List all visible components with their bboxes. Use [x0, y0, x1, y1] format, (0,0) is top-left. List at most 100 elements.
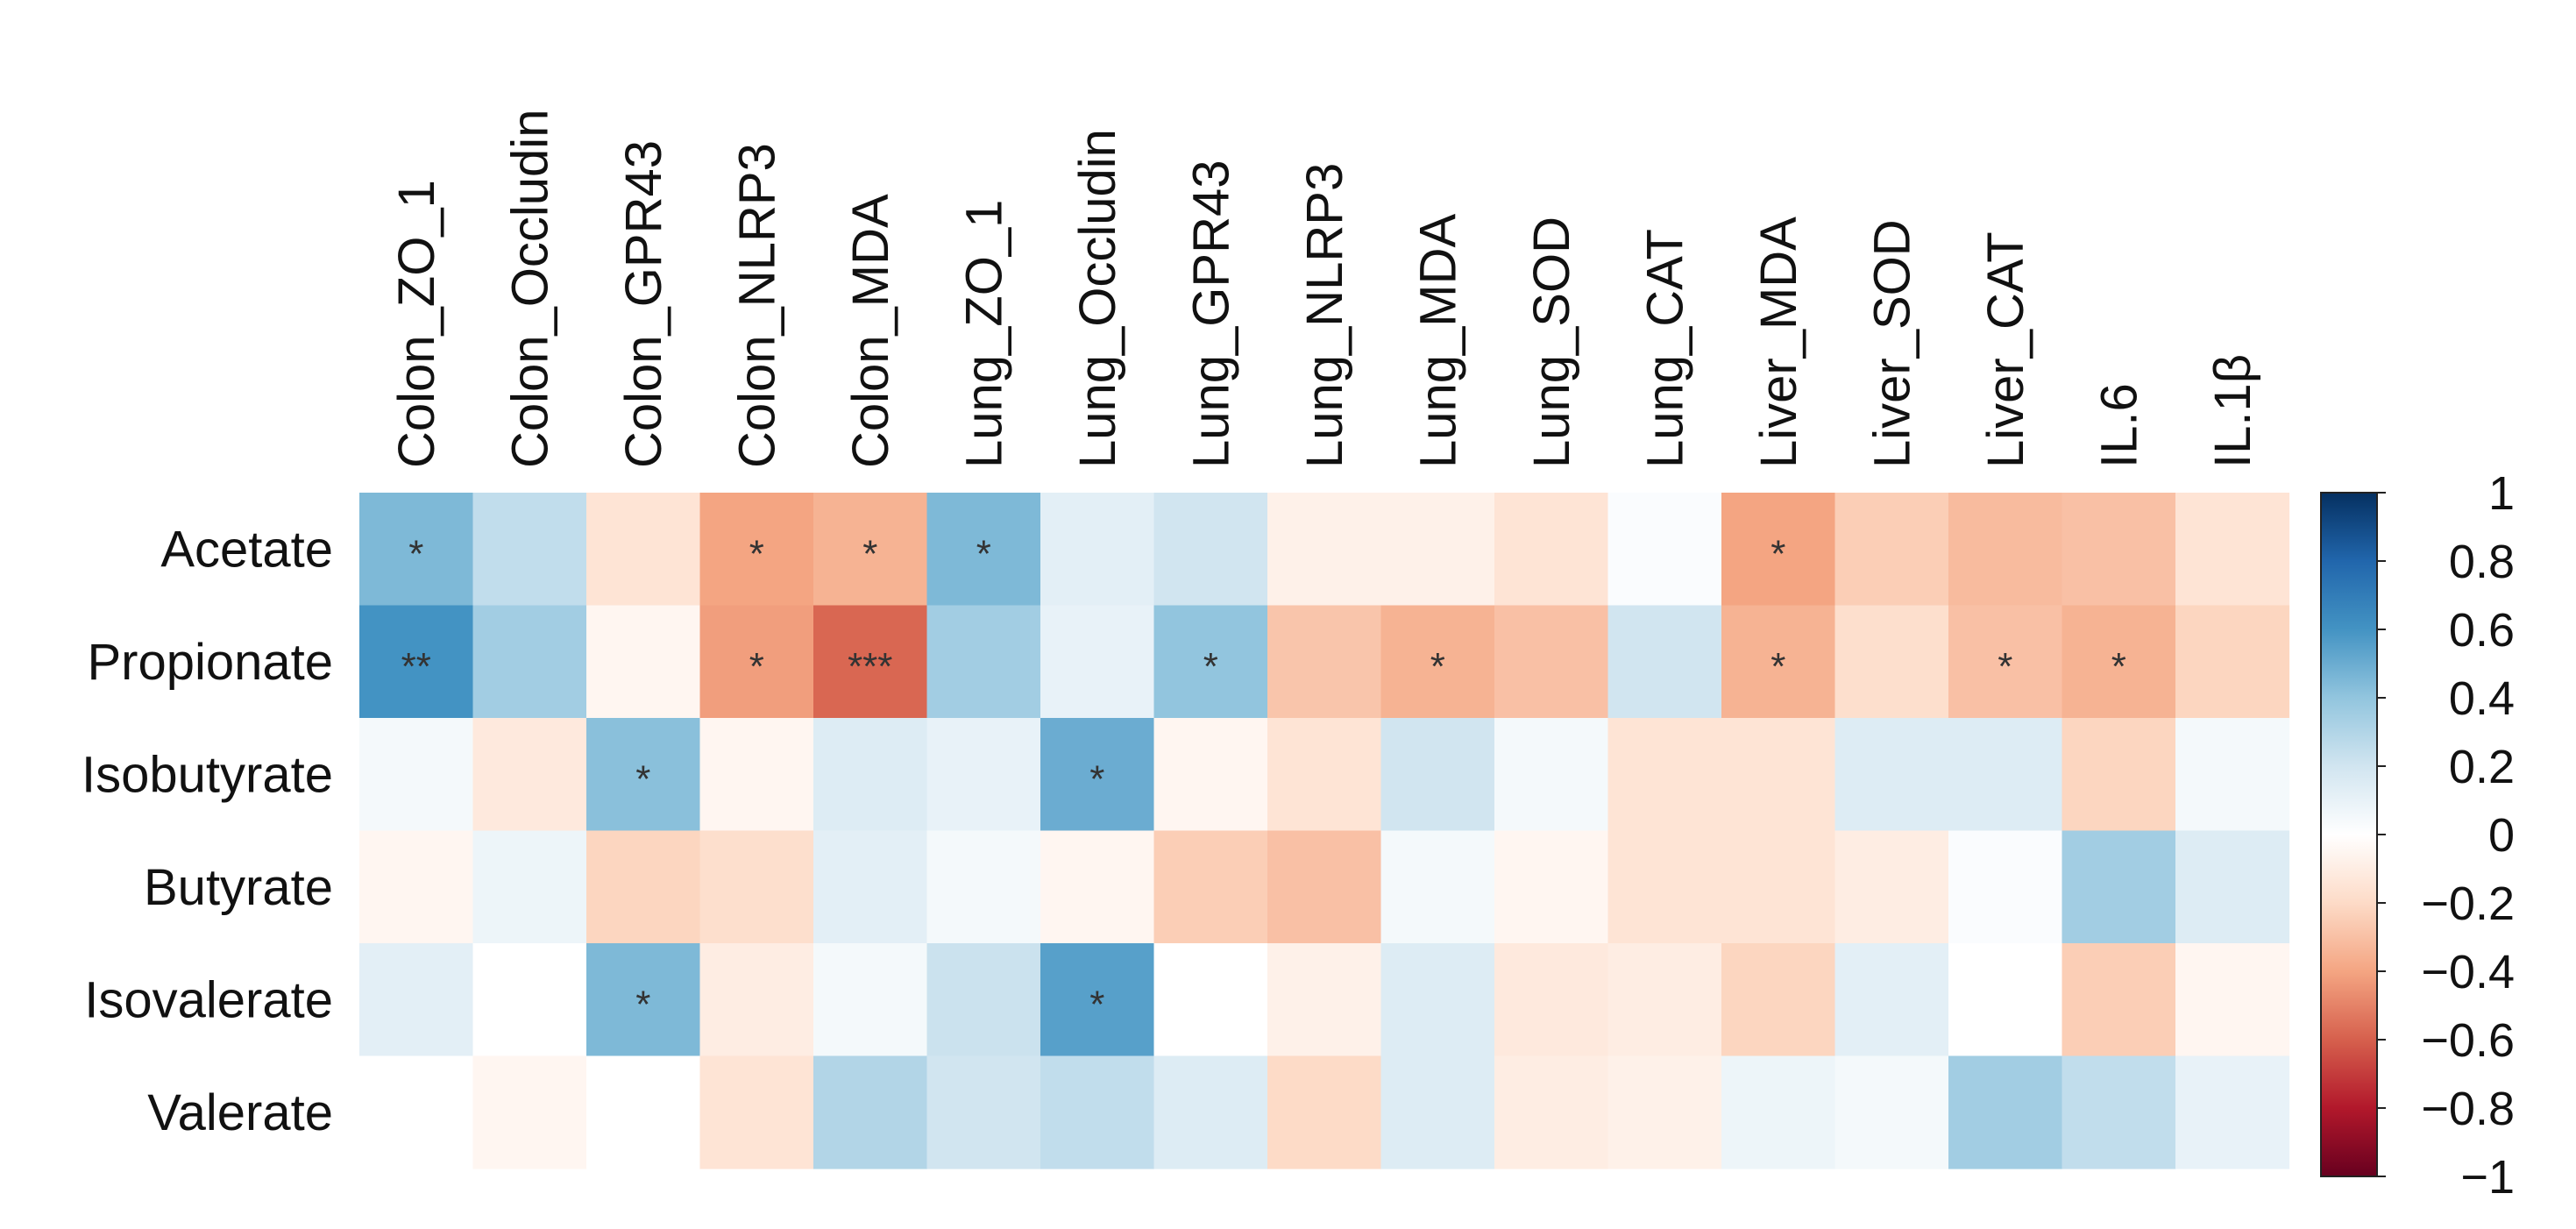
heatmap-cell: [586, 830, 701, 944]
heatmap-cell: [699, 1055, 814, 1169]
significance-star: **: [401, 645, 431, 688]
heatmap-cell: [926, 493, 1041, 607]
heatmap-cell: [2062, 718, 2176, 832]
heatmap-cell: [472, 830, 587, 944]
heatmap-cell: [813, 718, 928, 832]
heatmap-cell: [1834, 718, 1949, 832]
significance-star: ***: [848, 645, 892, 688]
heatmap-cell: [1721, 830, 1836, 944]
colorbar-tick-label: −1: [2460, 1151, 2515, 1204]
heatmap-cell: [813, 830, 928, 944]
colorbar-tick-label: 0.8: [2449, 536, 2515, 588]
column-label: Lung_CAT: [1636, 229, 1693, 468]
row-label: Acetate: [160, 521, 333, 578]
column-label: Lung_SOD: [1523, 217, 1580, 468]
heatmap-cell: [1834, 1055, 1949, 1169]
heatmap-cell: [1040, 493, 1155, 607]
heatmap-cell: [1607, 830, 1722, 944]
colorbar-tick-label: −0.2: [2421, 877, 2515, 930]
heatmap-cell: [359, 718, 474, 832]
heatmap-cell: [1834, 605, 1949, 719]
significance-star: *: [976, 532, 991, 575]
heatmap-cell: [359, 830, 474, 944]
heatmap-cell: [472, 1055, 587, 1169]
colorbar-tick-label: −0.6: [2421, 1014, 2515, 1067]
column-label: Lung_NLRP3: [1296, 163, 1353, 468]
column-label: Colon_Occludin: [501, 110, 558, 468]
heatmap-cell: [1607, 718, 1722, 832]
column-label: Liver_SOD: [1863, 219, 1920, 468]
heatmap-cell: [1380, 718, 1495, 832]
heatmap-cell: [1040, 830, 1155, 944]
colorbar-tick-label: 0.2: [2449, 741, 2515, 793]
heatmap-cells: [359, 493, 2290, 1169]
row-label: Isobutyrate: [82, 746, 333, 803]
heatmap-cell: [1721, 943, 1836, 1057]
significance-star: *: [635, 757, 650, 800]
colorbar-tick-label: −0.4: [2421, 946, 2515, 998]
heatmap-cell: [2175, 718, 2290, 832]
heatmap-cell: [1721, 718, 1836, 832]
column-label: Lung_Occludin: [1069, 129, 1126, 468]
colorbar-tick-label: 0.6: [2449, 604, 2515, 657]
heatmap-cell: [472, 493, 587, 607]
row-label: Valerate: [147, 1084, 333, 1141]
heatmap-cell: [1380, 830, 1495, 944]
heatmap-cell: [1607, 493, 1722, 607]
column-label: Colon_ZO_1: [388, 180, 445, 468]
heatmap-cell: [1607, 1055, 1722, 1169]
significance-star: *: [1089, 983, 1104, 1026]
heatmap-cell: [1380, 1055, 1495, 1169]
heatmap-cell: [1380, 605, 1495, 719]
heatmap-cell: [1267, 718, 1382, 832]
colorbar-tick-label: 1: [2488, 467, 2515, 520]
colorbar-tick-label: 0.4: [2449, 672, 2515, 725]
heatmap-cell: [1494, 943, 1609, 1057]
heatmap-cell: [2175, 493, 2290, 607]
heatmap-cell: [1267, 1055, 1382, 1169]
colorbar-tick-label: 0: [2488, 809, 2515, 862]
heatmap-cell: [1948, 493, 2063, 607]
heatmap-cell: [1380, 493, 1495, 607]
heatmap-cell: [2062, 1055, 2176, 1169]
heatmap-cell: [1267, 943, 1382, 1057]
heatmap-cell: [2175, 943, 2290, 1057]
significance-star: *: [1430, 645, 1445, 688]
column-label: Lung_ZO_1: [955, 200, 1012, 468]
significance-star: *: [408, 532, 423, 575]
heatmap-cell: [359, 493, 474, 607]
column-label: Lung_GPR43: [1182, 160, 1239, 468]
heatmap-cell: [2175, 605, 2290, 719]
column-labels: Colon_ZO_1 Colon_Occludin Colon_GPR43 Colon…: [388, 110, 2261, 468]
column-label: Colon_NLRP3: [728, 143, 785, 468]
heatmap-cell: [472, 718, 587, 832]
heatmap-cell: [2062, 493, 2176, 607]
heatmap-cell: [1040, 943, 1155, 1057]
column-label: Liver_CAT: [1977, 231, 2034, 468]
heatmap-cell: [1267, 830, 1382, 944]
heatmap-cell: [586, 718, 701, 832]
significance-star: *: [1771, 645, 1785, 688]
heatmap-cell: [813, 943, 928, 1057]
row-label: Propionate: [87, 634, 333, 691]
heatmap-cell: [926, 830, 1041, 944]
heatmap-cell: [699, 943, 814, 1057]
heatmap-cell: [359, 1055, 474, 1169]
significance-star: *: [635, 983, 650, 1026]
heatmap-cell: [1267, 605, 1382, 719]
heatmap-cell: [699, 605, 814, 719]
heatmap-cell: [813, 605, 928, 719]
significance-star: *: [1771, 532, 1785, 575]
heatmap-cell: [1834, 943, 1949, 1057]
column-label: IL.6: [2090, 383, 2147, 468]
column-label: Colon_GPR43: [615, 140, 672, 468]
heatmap-cell: [1721, 1055, 1836, 1169]
heatmap-cell: [1494, 718, 1609, 832]
column-label: Colon_MDA: [842, 194, 899, 468]
heatmap-cell: [359, 943, 474, 1057]
heatmap-cell: [1721, 605, 1836, 719]
column-label: Lung_MDA: [1409, 214, 1466, 468]
heatmap-cell: [586, 943, 701, 1057]
heatmap-cell: [2175, 830, 2290, 944]
column-label: IL.1β: [2204, 354, 2261, 468]
